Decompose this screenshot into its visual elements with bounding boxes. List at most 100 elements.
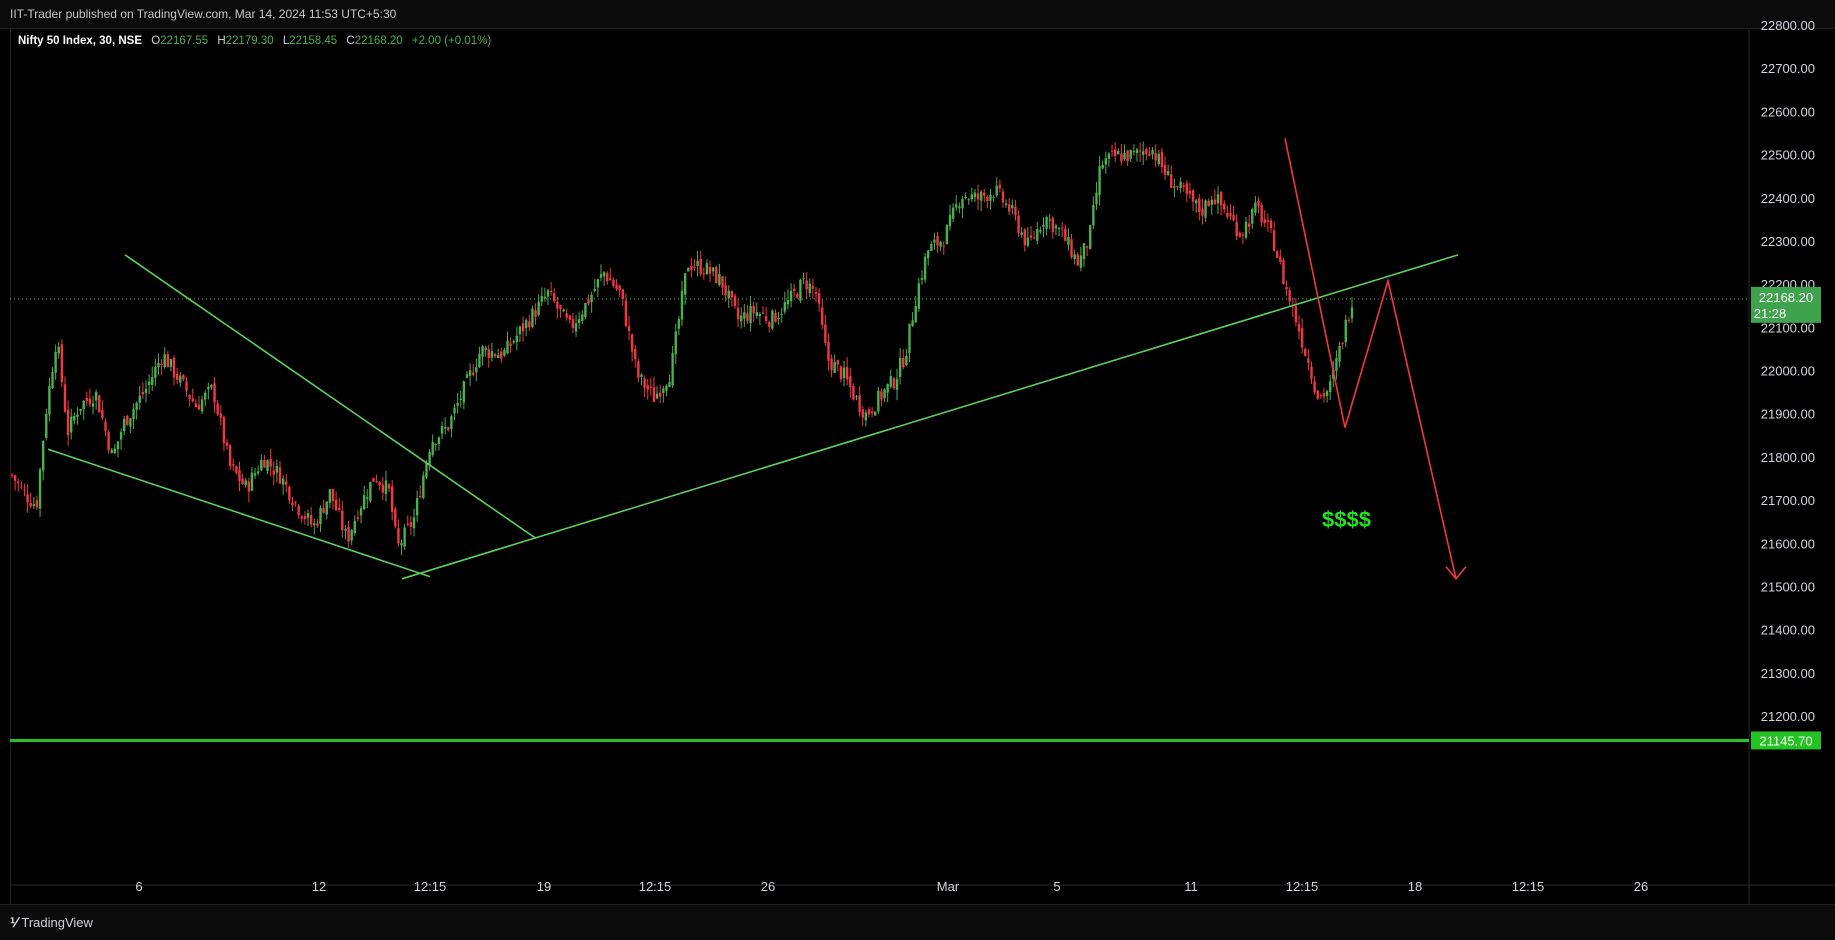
candle-body <box>403 527 406 547</box>
candle-body <box>85 398 88 401</box>
candle-body <box>256 471 260 474</box>
candle-body <box>961 198 964 209</box>
candle-body <box>397 528 400 544</box>
candle-body <box>942 245 945 247</box>
candle-body <box>543 296 547 299</box>
candle-body <box>593 288 596 291</box>
y-tick-label: 22000.00 <box>1761 364 1815 379</box>
candle-body <box>32 504 36 506</box>
candle-body <box>1157 153 1160 165</box>
candle-body <box>749 306 752 324</box>
candle-body <box>1117 150 1120 155</box>
candle-body <box>995 185 998 196</box>
chart-frame[interactable] <box>10 28 1750 904</box>
candle-body <box>241 478 244 484</box>
candle-body <box>796 294 799 298</box>
candle-body <box>1294 306 1298 323</box>
candle-body <box>1051 217 1055 232</box>
candle-body <box>462 381 466 403</box>
x-tick-label: 12:15 <box>1286 879 1319 894</box>
price-chart[interactable]: 22800.00 22700.00 22600.00 22500.00 22400.00… <box>0 0 1835 904</box>
candle-body <box>1194 200 1198 204</box>
symbol-label[interactable]: Nifty 50 Index, 30, NSE <box>18 35 142 47</box>
candle-body <box>842 367 846 379</box>
candle-body <box>151 376 154 385</box>
candle-body <box>1310 366 1313 380</box>
candle-body <box>789 290 793 302</box>
candle-body <box>1160 151 1164 167</box>
candle-body <box>1123 152 1126 160</box>
candle-body <box>1135 149 1139 154</box>
candle-body <box>559 305 562 310</box>
footer: ⅟ TradingView <box>0 904 1835 940</box>
candle-body <box>422 475 425 498</box>
candle-body <box>1110 150 1114 152</box>
candle-body <box>1307 358 1310 363</box>
candle-body <box>1064 228 1067 242</box>
money-annotation[interactable]: $$$$ <box>1322 507 1371 532</box>
candle-body <box>758 314 762 316</box>
candle-body <box>76 414 79 417</box>
candle-body <box>1219 192 1223 206</box>
projection-path[interactable] <box>1284 138 1457 579</box>
brand-label: TradingView <box>21 915 93 930</box>
close-label: C <box>346 35 355 47</box>
candle-body <box>1276 251 1279 259</box>
candle-body <box>746 313 749 322</box>
candle-body <box>260 459 263 471</box>
candle-body <box>1017 215 1020 234</box>
candle-body <box>468 370 472 376</box>
candle-body <box>313 523 316 526</box>
candle-body <box>1335 358 1338 371</box>
candle-body <box>1026 237 1030 246</box>
candle-body <box>824 324 827 343</box>
candle-body <box>1060 227 1064 229</box>
candle-body <box>60 344 64 383</box>
candle-body <box>493 354 497 357</box>
candle-body <box>266 460 269 471</box>
candle-body <box>344 529 347 531</box>
candle-body <box>459 398 462 400</box>
candle-body <box>475 367 478 373</box>
candle-body <box>1048 219 1051 221</box>
candle-body <box>634 349 637 360</box>
candle-body <box>783 302 787 312</box>
candle-body <box>1285 287 1288 290</box>
candle-body <box>768 322 771 327</box>
candle-body <box>110 449 113 454</box>
candle-body <box>1257 200 1260 206</box>
y-tick-label: 22600.00 <box>1761 104 1815 119</box>
candle-body <box>861 409 864 418</box>
candle-body <box>484 347 487 351</box>
candle-body <box>119 432 123 440</box>
candle-body <box>546 290 550 297</box>
candle-body <box>905 355 908 366</box>
candle-body <box>973 192 977 198</box>
candle-body <box>886 383 889 393</box>
candle-body <box>425 462 428 478</box>
candle-body <box>933 239 936 243</box>
candle-body <box>1095 192 1098 205</box>
rising-trendline[interactable] <box>401 254 1459 580</box>
candle-body <box>1023 229 1026 246</box>
candle-body <box>771 310 774 329</box>
candle-body <box>1263 219 1266 224</box>
candle-body <box>1241 234 1245 236</box>
candle-body <box>1129 149 1132 159</box>
candle-body <box>1045 217 1048 229</box>
candle-body <box>951 207 955 219</box>
tradingview-brand[interactable]: ⅟ TradingView <box>10 915 93 931</box>
candle-body <box>362 495 366 510</box>
candle-body <box>805 280 808 290</box>
candle-body <box>1173 186 1176 188</box>
x-tick-label: 11 <box>1184 879 1198 894</box>
candle-body <box>877 390 880 412</box>
candle-body <box>169 358 173 368</box>
wedge-upper-trendline[interactable] <box>124 254 536 539</box>
candle-body <box>1229 213 1232 216</box>
x-tick-label: 12 <box>312 879 326 894</box>
y-tick-label: 21200.00 <box>1761 709 1815 724</box>
candle-body <box>104 421 107 431</box>
candle-body <box>574 323 578 332</box>
wedge-lower-trendline[interactable] <box>47 448 431 578</box>
